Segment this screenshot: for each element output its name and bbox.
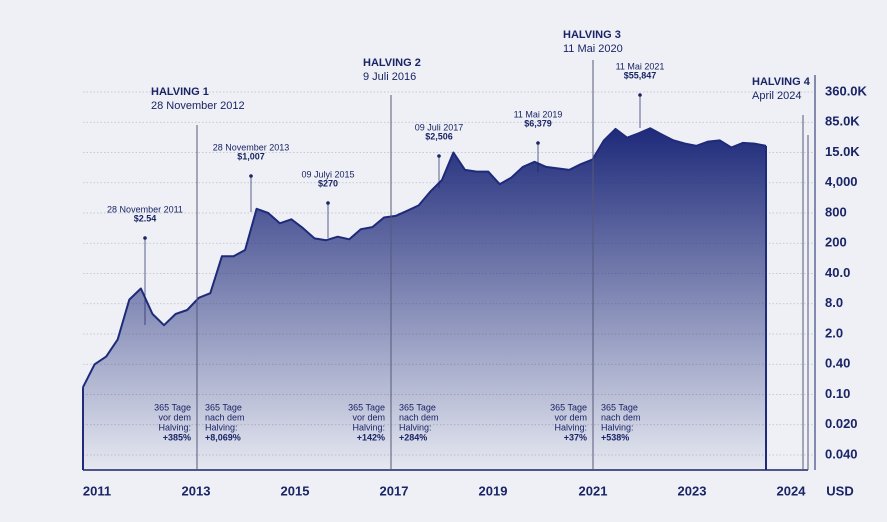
y-tick-label: 4,000: [825, 174, 858, 189]
halving-title: HALVING 3: [563, 29, 621, 41]
halving-date: April 2024: [752, 90, 802, 102]
change-label: nach dem: [205, 412, 245, 422]
change-label: 365 Tage: [601, 402, 638, 412]
y-tick-label: 360.0K: [825, 83, 868, 98]
change-label: nach dem: [399, 412, 439, 422]
x-tick-label: 2013: [182, 483, 211, 498]
annotation-date: 28 November 2011: [107, 204, 183, 214]
annotation-dot: [143, 236, 147, 240]
change-label: vor dem: [352, 412, 385, 422]
y-tick-label: 0.10: [825, 386, 850, 401]
halving-date: 28 November 2012: [151, 100, 245, 112]
annotation-date: 09 Juli 2017: [415, 122, 464, 132]
change-label: 365 Tage: [205, 402, 242, 412]
y-tick-label: 0.020: [825, 416, 858, 431]
annotation-dot: [249, 174, 253, 178]
y-tick-label: 0.40: [825, 356, 850, 371]
change-value: +8,069%: [205, 432, 241, 442]
x-tick-label: 2011: [83, 483, 111, 498]
change-label: 365 Tage: [550, 402, 587, 412]
change-label: vor dem: [158, 412, 191, 422]
y-unit: USD: [826, 483, 853, 498]
annotation-date: 11 Mai 2021: [616, 61, 665, 71]
change-label: 365 Tage: [348, 402, 385, 412]
change-label: 365 Tage: [154, 402, 191, 412]
annotation-price: $55,847: [624, 70, 657, 80]
change-label: Halving:: [554, 422, 587, 432]
y-tick-label: 8.0: [825, 295, 843, 310]
y-tick-label: 800: [825, 204, 847, 219]
annotation-dot: [638, 93, 642, 97]
change-label: Halving:: [399, 422, 432, 432]
annotation-price: $2.54: [134, 213, 157, 223]
y-tick-label: 15.0K: [825, 144, 860, 159]
annotation-price: $2,506: [425, 131, 453, 141]
annotation-date: 09 Julyi 2015: [301, 169, 354, 179]
annotation-date: 11 Mai 2019: [514, 109, 563, 119]
annotation-price: $6,379: [524, 118, 552, 128]
change-value: +385%: [163, 432, 191, 442]
change-value: +37%: [564, 432, 587, 442]
change-label: Halving:: [352, 422, 385, 432]
change-label: Halving:: [601, 422, 634, 432]
halving-title: HALVING 1: [151, 86, 209, 98]
x-tick-label: 2023: [678, 483, 707, 498]
change-value: +142%: [357, 432, 385, 442]
annotation-dot: [437, 154, 441, 158]
x-tick-label: 2015: [281, 483, 310, 498]
y-tick-label: 85.0K: [825, 114, 860, 129]
change-value: +538%: [601, 432, 629, 442]
halving-title: HALVING 4: [752, 76, 811, 88]
annotation-price: $1,007: [237, 151, 265, 161]
y-tick-label: 200: [825, 235, 847, 250]
x-tick-label: 2017: [380, 483, 409, 498]
area: [83, 128, 766, 471]
x-tick-label: 2024: [777, 483, 807, 498]
annotation-date: 28 November 2013: [213, 142, 290, 152]
x-tick-label: 2021: [579, 483, 608, 498]
annotation-price: $270: [318, 178, 338, 188]
annotation-dot: [536, 141, 540, 145]
y-tick-label: 40.0: [825, 265, 850, 280]
change-label: Halving:: [158, 422, 191, 432]
annotation-dot: [326, 201, 330, 205]
change-label: nach dem: [601, 412, 641, 422]
halving-title: HALVING 2: [363, 57, 421, 69]
halving-date: 9 Juli 2016: [363, 71, 416, 83]
change-label: 365 Tage: [399, 402, 436, 412]
y-tick-label: 0.040: [825, 446, 858, 461]
change-label: Halving:: [205, 422, 238, 432]
change-label: vor dem: [554, 412, 587, 422]
x-tick-label: 2019: [479, 483, 508, 498]
change-value: +284%: [399, 432, 427, 442]
halving-date: 11 Mai 2020: [563, 43, 623, 55]
y-tick-label: 2.0: [825, 325, 843, 340]
